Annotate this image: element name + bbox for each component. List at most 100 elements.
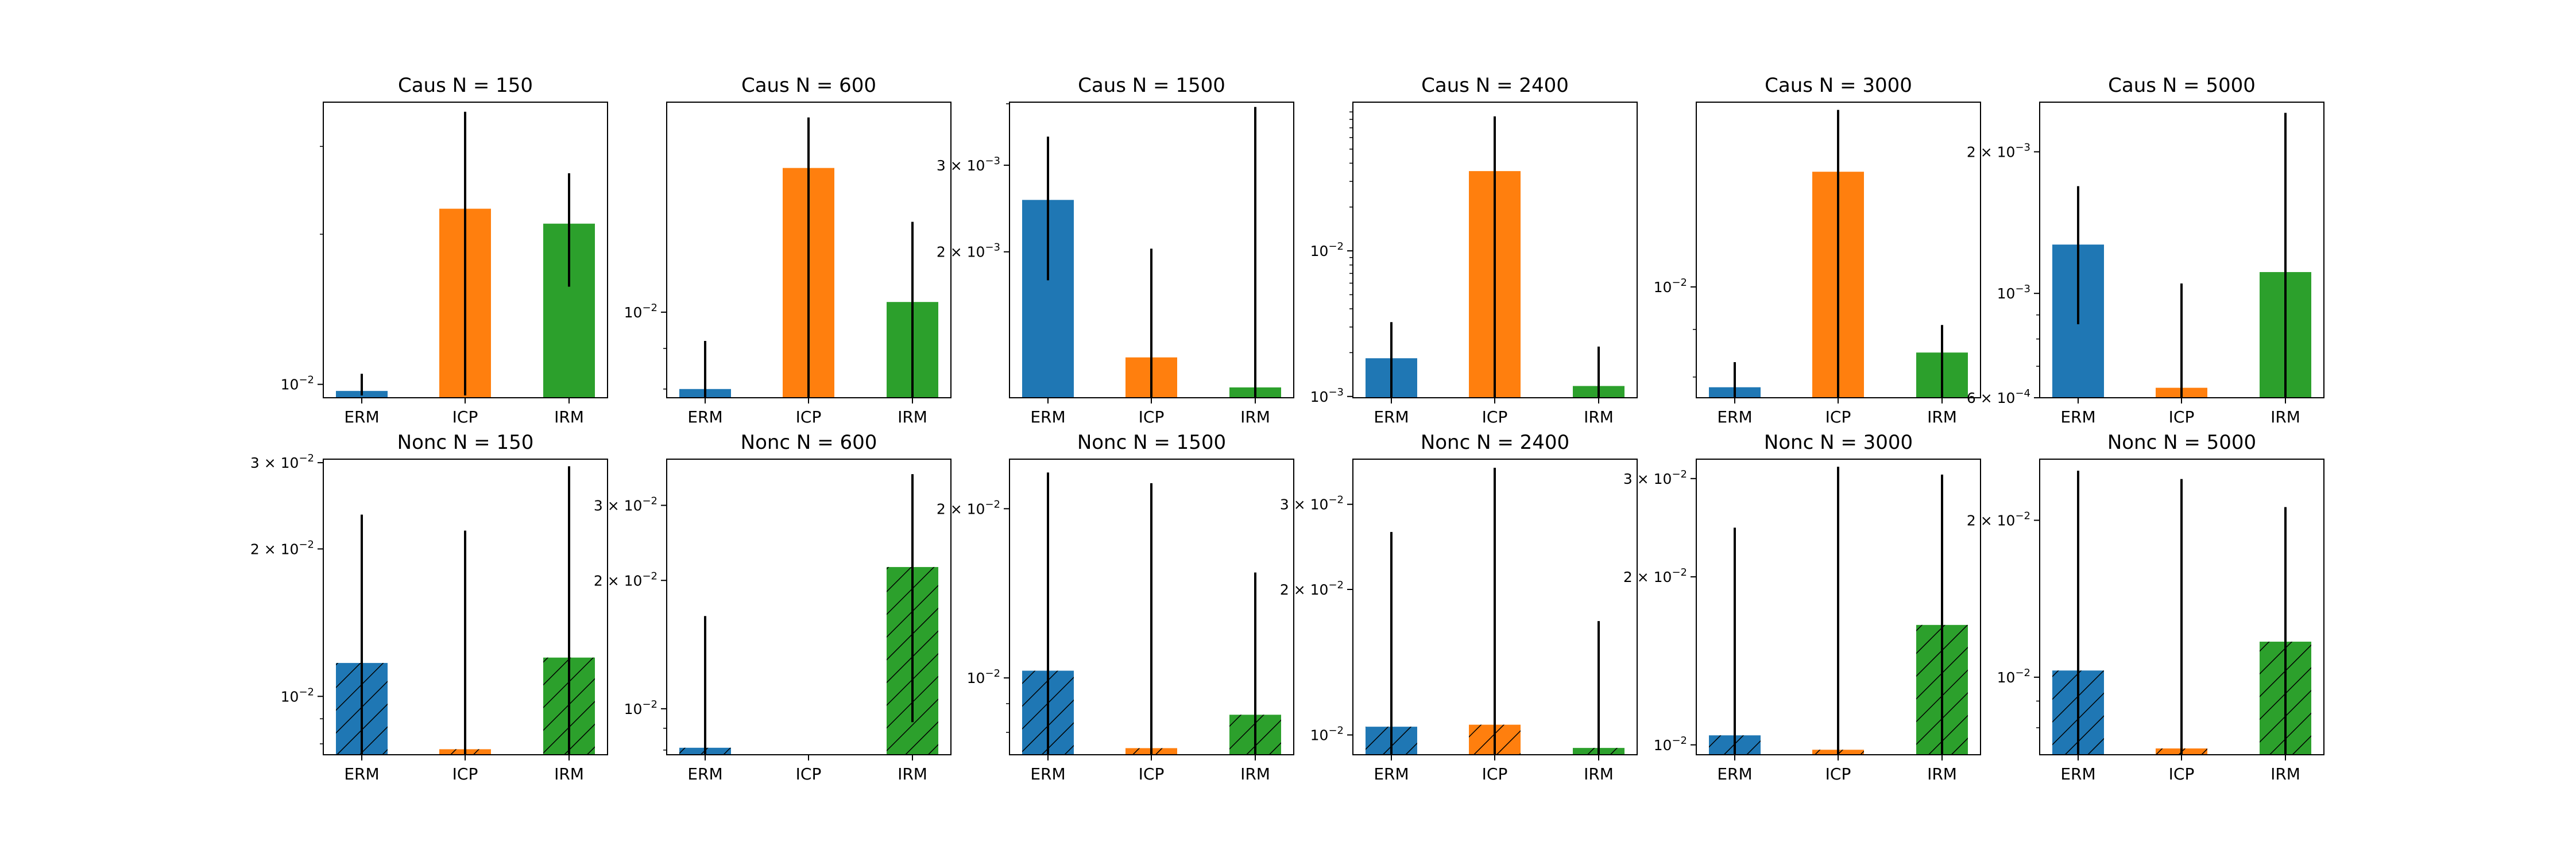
- y-tick-exponent: −2: [642, 495, 657, 507]
- axes-frame: [2039, 102, 2324, 398]
- y-tick-exponent: −2: [1672, 468, 1687, 480]
- y-tick-label: 2 × 10−2: [937, 498, 1000, 517]
- y-tick-base: 10: [1997, 669, 2016, 686]
- y-tick-label: 10−2: [624, 302, 657, 321]
- y-tick-exponent: −2: [1672, 735, 1687, 747]
- y-tick-label: 3 × 10−2: [1280, 494, 1344, 513]
- y-tick-base: 10: [1654, 737, 1672, 754]
- y-tick-base: 3 × 10: [594, 497, 643, 514]
- x-tick-label: ICP: [1825, 408, 1851, 426]
- y-tick-exponent: −2: [1328, 494, 1344, 506]
- x-tick-label: ERM: [1717, 764, 1752, 783]
- y-tick-exponent: −4: [2015, 387, 2030, 399]
- y-tick-exponent: −2: [1328, 579, 1344, 591]
- y-tick-label: 10−3: [1997, 283, 2030, 302]
- y-tick-base: 3 × 10: [1280, 496, 1329, 513]
- y-tick-exponent: −2: [1672, 566, 1687, 579]
- subplot-6: Caus N = 5000 ERM ICP IRM 6 × 10−4 10−3 2 × 10…: [1967, 74, 2324, 426]
- x-tick-label: IRM: [2271, 408, 2300, 426]
- x-tick-label: IRM: [554, 764, 584, 783]
- subplot-title: Nonc N = 150: [397, 431, 534, 454]
- y-tick-exponent: −3: [985, 242, 1000, 254]
- x-tick-label: ICP: [2169, 408, 2195, 426]
- x-tick-label: IRM: [1584, 764, 1614, 783]
- y-tick-label: 3 × 10−2: [594, 495, 657, 514]
- y-tick-base: 10: [1310, 243, 1329, 259]
- y-tick-label: 6 × 10−4: [1967, 387, 2030, 406]
- axes-frame: [323, 459, 608, 755]
- x-tick-label: IRM: [1927, 408, 1957, 426]
- x-tick-label: ICP: [2169, 764, 2195, 783]
- y-tick-base: 3 × 10: [250, 455, 299, 471]
- x-tick-label: IRM: [1240, 408, 1270, 426]
- x-tick-label: ERM: [1030, 408, 1065, 426]
- y-tick-label: 10−2: [1310, 725, 1344, 744]
- x-tick-label: ERM: [344, 408, 379, 426]
- y-tick-exponent: −2: [642, 570, 657, 582]
- y-tick-exponent: −3: [985, 155, 1000, 167]
- y-tick-exponent: −2: [299, 686, 314, 698]
- y-tick-base: 2 × 10: [1280, 581, 1329, 598]
- y-tick-exponent: −2: [985, 498, 1000, 510]
- subplot-5: Caus N = 3000 ERM ICP IRM 10−2: [1654, 74, 1981, 426]
- y-tick-label: 10−3: [1310, 386, 1344, 405]
- axes-frame: [323, 102, 608, 398]
- y-tick-exponent: −2: [1328, 240, 1344, 253]
- axes-frame: [666, 102, 952, 398]
- subplot-title: Nonc N = 1500: [1077, 431, 1226, 454]
- x-tick-label: ICP: [1825, 764, 1851, 783]
- y-tick-exponent: −2: [299, 452, 314, 464]
- y-tick-label: 2 × 10−3: [1967, 141, 2030, 160]
- x-tick-label: ICP: [452, 408, 478, 426]
- y-tick-exponent: −2: [642, 302, 657, 314]
- y-tick-base: 2 × 10: [1623, 569, 1672, 585]
- y-tick-base: 2 × 10: [1967, 513, 2016, 529]
- y-tick-base: 10: [624, 304, 643, 321]
- y-tick-label: 3 × 10−2: [250, 452, 314, 471]
- y-tick-label: 2 × 10−2: [1967, 510, 2030, 529]
- x-tick-label: ERM: [1374, 408, 1409, 426]
- y-tick-base: 3 × 10: [1623, 471, 1672, 487]
- x-tick-label: ICP: [1482, 408, 1508, 426]
- y-tick-exponent: −2: [1672, 277, 1687, 289]
- y-tick-label: 2 × 10−2: [594, 570, 657, 589]
- x-tick-label: IRM: [554, 408, 584, 426]
- y-tick-exponent: −3: [2015, 283, 2030, 295]
- y-tick-exponent: −3: [1328, 386, 1344, 398]
- x-tick-label: ICP: [1139, 408, 1165, 426]
- y-tick-exponent: −2: [299, 538, 314, 550]
- y-tick-label: 10−2: [624, 698, 657, 717]
- y-tick-base: 3 × 10: [937, 157, 985, 174]
- y-tick-base: 6 × 10: [1967, 390, 2016, 406]
- subplot-title: Nonc N = 3000: [1764, 431, 1913, 454]
- x-tick-label: ERM: [2060, 408, 2095, 426]
- x-tick-label: ICP: [452, 764, 478, 783]
- y-tick-base: 10: [1310, 389, 1329, 405]
- x-tick-label: ERM: [687, 764, 722, 783]
- y-tick-exponent: −3: [2015, 141, 2030, 153]
- x-tick-label: IRM: [1240, 764, 1270, 783]
- subplot-title: Nonc N = 600: [741, 431, 877, 454]
- y-tick-label: 10−2: [281, 686, 314, 705]
- y-tick-base: 2 × 10: [594, 572, 643, 589]
- y-tick-base: 10: [1654, 279, 1672, 296]
- subplot-title: Caus N = 5000: [2108, 74, 2256, 97]
- subplot-title: Caus N = 600: [741, 74, 876, 97]
- y-tick-exponent: −2: [2015, 667, 2030, 679]
- axes-frame: [1696, 102, 1981, 398]
- y-tick-base: 2 × 10: [937, 244, 985, 261]
- axes-frame: [1696, 459, 1981, 755]
- subplot-title: Caus N = 2400: [1421, 74, 1569, 97]
- x-tick-label: IRM: [1584, 408, 1614, 426]
- y-tick-label: 2 × 10−3: [937, 242, 1000, 261]
- y-tick-label: 10−2: [1310, 240, 1344, 259]
- y-tick-base: 2 × 10: [1967, 143, 2016, 160]
- x-tick-label: IRM: [898, 764, 927, 783]
- x-tick-label: ERM: [1030, 764, 1065, 783]
